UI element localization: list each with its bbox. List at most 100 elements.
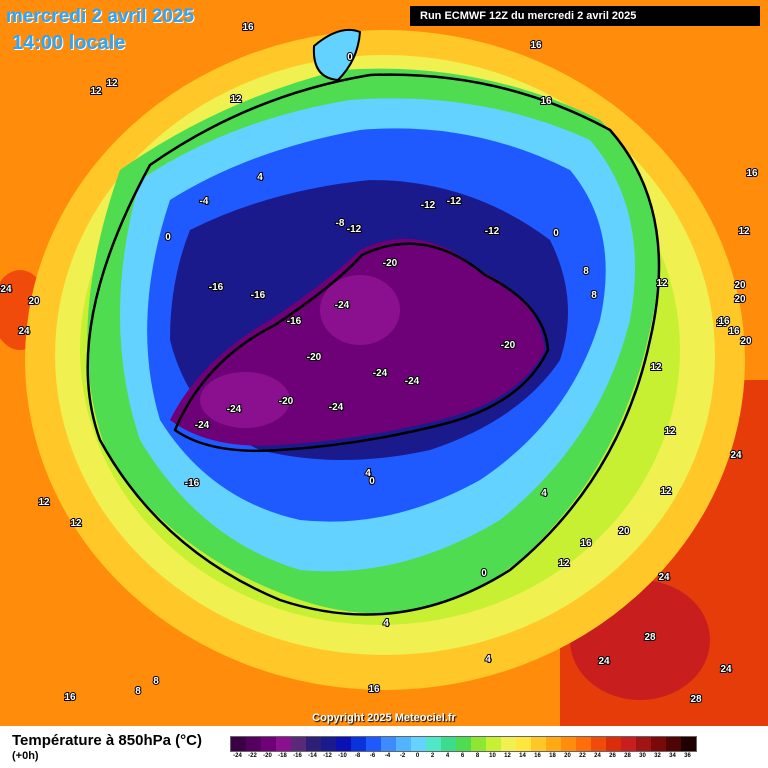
isotherm-value-label: 24 [18, 326, 30, 337]
isotherm-value-label: 16 [718, 316, 730, 327]
isotherm-value-label: -16 [209, 282, 224, 293]
isotherm-value-label: -16 [287, 316, 302, 327]
legend-label: -6 [369, 753, 376, 759]
run-banner: Run ECMWF 12Z du mercredi 2 avril 2025 [410, 6, 760, 26]
isotherm-value-label: -16 [185, 478, 200, 489]
isotherm-value-label: 12 [664, 426, 676, 437]
legend-label: 22 [579, 753, 586, 759]
isotherm-value-label: -20 [383, 258, 398, 269]
legend-swatch [531, 737, 546, 751]
legend-swatch [351, 737, 366, 751]
isotherm-value-label: -12 [447, 196, 462, 207]
isotherm-value-label: -20 [279, 396, 294, 407]
legend-label: 36 [684, 753, 691, 759]
isotherm-value-label: 16 [580, 538, 592, 549]
legend-swatch [501, 737, 516, 751]
isotherm-value-label: -20 [307, 352, 322, 363]
isotherm-value-label: 8 [153, 676, 159, 687]
isotherm-value-label: 0 [369, 476, 375, 487]
legend-swatch [231, 737, 246, 751]
isotherm-value-label: 12 [656, 278, 668, 289]
legend-label: 0 [415, 753, 420, 759]
legend-swatch [621, 737, 636, 751]
legend-label: -2 [399, 753, 406, 759]
legend-label: -10 [338, 753, 347, 759]
legend-swatch [246, 737, 261, 751]
isotherm-value-label: 4 [257, 172, 263, 183]
isotherm-value-label: -4 [200, 196, 209, 207]
color-legend-labels: -24 -22 -20 -18 -16 -14 -12 -10 -8 -6 -4 -2 0 2 4 6 8 10 1… [230, 753, 710, 763]
isotherm-value-label: 16 [368, 684, 380, 695]
isotherm-value-label: -12 [485, 226, 500, 237]
legend-label: 24 [594, 753, 601, 759]
isotherm-value-label: -16 [251, 290, 266, 301]
legend-swatch [606, 737, 621, 751]
legend-subtitle: (+0h) [12, 750, 39, 762]
legend-label: -24 [233, 753, 242, 759]
isotherm-value-label: 16 [540, 96, 552, 107]
isotherm-value-label: 0 [553, 228, 559, 239]
legend-label: 4 [445, 753, 450, 759]
isotherm-value-label: 20 [618, 526, 630, 537]
legend-swatch [306, 737, 321, 751]
footer: Température à 850hPa (°C) (+0h) -24 -22 -2… [0, 726, 768, 768]
isotherm-value-label: 12 [558, 558, 570, 569]
legend-swatch [321, 737, 336, 751]
isotherm-value-label: 12 [738, 226, 750, 237]
legend-swatch [261, 737, 276, 751]
isotherm-value-label: 8 [583, 266, 589, 277]
isotherm-value-label: 0 [165, 232, 171, 243]
legend-label: 2 [430, 753, 435, 759]
isotherm-value-label: 20 [740, 336, 752, 347]
legend-title: Température à 850hPa (°C) [12, 732, 202, 749]
legend-label: 8 [475, 753, 480, 759]
isotherm-value-label: 24 [720, 664, 732, 675]
isotherm-value-label: -8 [336, 218, 345, 229]
isotherm-value-label: 0 [481, 568, 487, 579]
isotherm-0 [86, 73, 661, 616]
copyright: Copyright 2025 Meteociel.fr [312, 712, 456, 724]
isotherm-value-label: -20 [501, 340, 516, 351]
isotherm-value-label: 28 [644, 632, 656, 643]
legend-label: 10 [489, 753, 496, 759]
isotherm-value-label: 12 [660, 486, 672, 497]
isotherm-value-label: 16 [728, 326, 740, 337]
isotherm-value-label: 12 [38, 497, 50, 508]
legend-swatch [396, 737, 411, 751]
isotherm-minus20 [173, 242, 550, 453]
legend-label: 26 [609, 753, 616, 759]
isotherm-value-label: 16 [716, 318, 728, 329]
isotherm-value-label: -12 [347, 224, 362, 235]
isotherm-value-label: 16 [530, 40, 542, 51]
isotherm-value-label: 28 [690, 694, 702, 705]
isotherm-value-label: 16 [242, 22, 254, 33]
color-legend [230, 736, 697, 752]
legend-swatch [366, 737, 381, 751]
isotherm-value-label: 4 [541, 488, 547, 499]
legend-label: -22 [248, 753, 257, 759]
legend-swatch [411, 737, 426, 751]
legend-label: 28 [624, 753, 631, 759]
legend-swatch [576, 737, 591, 751]
isotherm-value-label: 12 [230, 94, 242, 105]
greenland-cold-pool [312, 28, 362, 82]
legend-swatch [291, 737, 306, 751]
legend-swatch [381, 737, 396, 751]
isotherm-value-label: -24 [329, 402, 344, 413]
isotherm-value-label: 20 [734, 294, 746, 305]
isotherm-value-label: 4 [365, 468, 371, 479]
legend-swatch [666, 737, 681, 751]
legend-label: -20 [263, 753, 272, 759]
isotherm-value-label: 24 [598, 656, 610, 667]
isotherm-value-label: 12 [90, 86, 102, 97]
legend-label: 34 [669, 753, 676, 759]
core-minus24-a [320, 275, 400, 345]
isotherm-value-label: 24 [0, 284, 12, 295]
isotherm-value-label: 20 [28, 296, 40, 307]
isotherm-value-label: 16 [64, 692, 76, 703]
legend-label: -8 [354, 753, 361, 759]
isotherm-value-label: 12 [70, 518, 82, 529]
legend-swatch [486, 737, 501, 751]
legend-label: 20 [564, 753, 571, 759]
legend-label: 6 [460, 753, 465, 759]
